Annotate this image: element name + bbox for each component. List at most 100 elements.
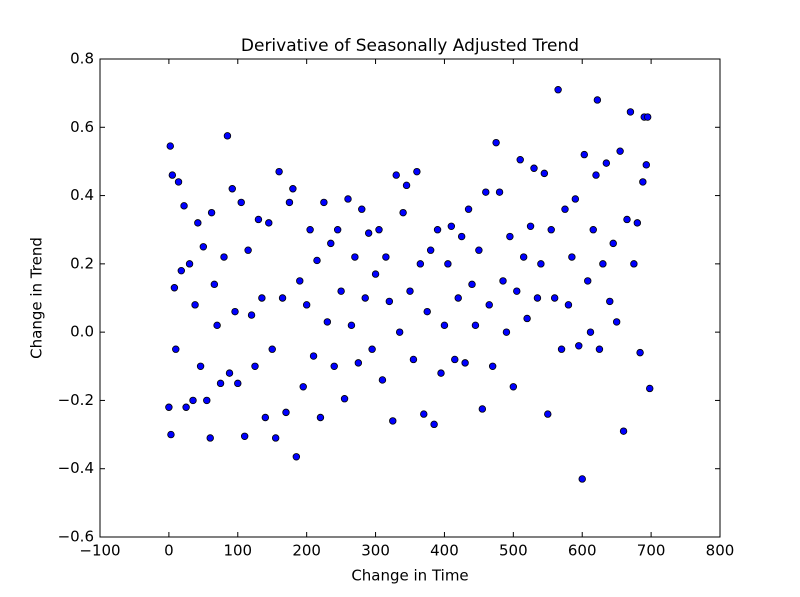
point xyxy=(361,294,369,302)
point xyxy=(292,453,301,461)
point xyxy=(502,328,511,336)
point xyxy=(228,185,236,193)
point xyxy=(174,178,183,186)
point xyxy=(599,260,607,268)
point xyxy=(223,132,232,140)
point xyxy=(630,260,638,268)
x-tick-label: 800 xyxy=(706,542,735,560)
point xyxy=(523,314,531,323)
point xyxy=(540,169,549,178)
point xyxy=(447,222,456,230)
y-axis-label: Change in Trend xyxy=(28,237,46,359)
x-tick-label: 600 xyxy=(568,542,597,560)
point xyxy=(454,294,462,302)
point xyxy=(358,205,366,213)
point xyxy=(609,239,617,248)
point xyxy=(530,164,538,172)
point xyxy=(499,277,507,285)
point xyxy=(330,362,338,370)
point xyxy=(375,226,383,234)
point xyxy=(482,188,490,196)
point xyxy=(196,362,205,370)
point xyxy=(547,226,555,234)
point xyxy=(416,260,425,268)
point xyxy=(368,345,376,353)
point xyxy=(296,277,304,285)
point xyxy=(395,328,404,336)
point xyxy=(203,396,211,405)
point xyxy=(216,379,225,388)
point xyxy=(568,253,576,261)
point xyxy=(382,253,390,261)
point xyxy=(265,219,273,227)
point xyxy=(506,232,514,241)
point xyxy=(533,294,542,302)
point xyxy=(513,287,521,295)
point xyxy=(234,379,242,388)
point xyxy=(309,352,318,360)
point xyxy=(485,301,493,309)
point xyxy=(592,171,600,179)
point xyxy=(167,430,175,439)
point xyxy=(247,311,256,319)
point xyxy=(426,246,435,254)
point xyxy=(206,434,214,442)
point xyxy=(399,208,407,217)
point xyxy=(471,321,480,330)
point xyxy=(385,297,394,306)
point xyxy=(194,219,202,227)
y-tick-label: 0.4 xyxy=(70,186,94,204)
point xyxy=(282,408,290,417)
point xyxy=(468,280,476,289)
point xyxy=(271,434,280,442)
point xyxy=(643,113,652,121)
point xyxy=(571,195,580,203)
point xyxy=(623,215,631,224)
point xyxy=(584,277,592,285)
point xyxy=(166,142,174,150)
chart-title: Derivative of Seasonally Adjusted Trend xyxy=(241,36,579,56)
point xyxy=(347,321,356,330)
point xyxy=(550,294,559,302)
point xyxy=(619,427,628,435)
point xyxy=(316,413,325,422)
point xyxy=(392,171,400,179)
point xyxy=(268,345,276,353)
point xyxy=(478,405,487,413)
point xyxy=(289,185,297,193)
point xyxy=(278,294,287,302)
point xyxy=(189,396,197,405)
point xyxy=(240,432,249,440)
point xyxy=(646,384,654,393)
point xyxy=(430,420,438,429)
point xyxy=(554,86,562,94)
point xyxy=(210,280,219,289)
point xyxy=(420,410,428,418)
x-axis-label: Change in Time xyxy=(351,567,468,585)
plot-frame xyxy=(99,58,721,538)
point xyxy=(207,208,216,217)
point xyxy=(457,232,466,241)
point xyxy=(516,156,524,164)
point xyxy=(323,318,332,326)
point xyxy=(409,355,418,364)
point xyxy=(333,226,342,234)
point xyxy=(509,383,518,391)
point xyxy=(575,342,583,350)
point xyxy=(165,403,173,411)
point xyxy=(299,383,307,391)
point xyxy=(586,328,595,336)
point xyxy=(519,253,528,261)
point xyxy=(589,226,597,234)
point xyxy=(440,321,449,330)
point xyxy=(461,359,469,367)
point xyxy=(168,171,177,179)
point xyxy=(371,270,380,278)
point xyxy=(389,417,397,425)
y-tick-label: 0.6 xyxy=(70,118,94,136)
point xyxy=(225,369,234,377)
point xyxy=(626,108,635,116)
point xyxy=(254,215,263,224)
x-tick-label: 700 xyxy=(637,542,666,560)
